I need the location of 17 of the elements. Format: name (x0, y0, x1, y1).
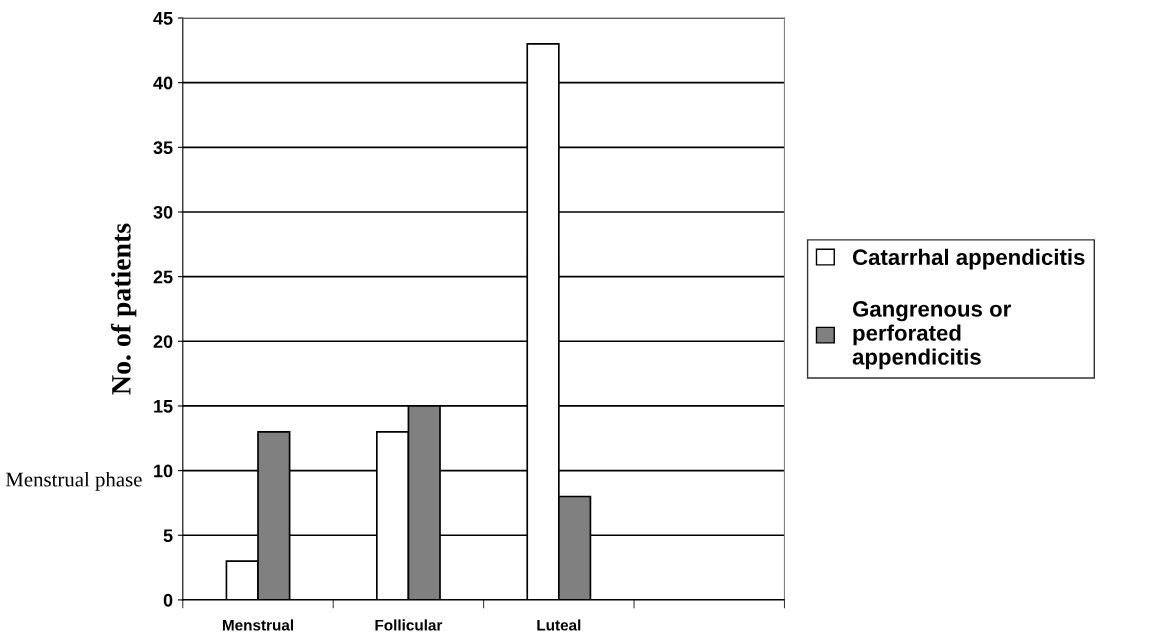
legend-label: Catarrhal appendicitis (852, 248, 1085, 270)
x-tick-label: Menstrual (222, 619, 294, 631)
x-tick-label: Follicular (375, 619, 443, 631)
y-axis-title: No. of patients (110, 223, 137, 395)
y-tick-label: 40 (153, 76, 173, 90)
legend-label: Gangrenous or perforated appendicitis (852, 301, 1011, 370)
y-tick-label: 25 (153, 270, 173, 284)
y-tick-label: 10 (154, 464, 173, 478)
y-tick-label: 15 (154, 400, 173, 413)
x-tick-label: Luteal (537, 619, 581, 631)
y-tick-label: 45 (153, 12, 173, 25)
y-tick-label: 5 (163, 529, 173, 542)
y-tick-label: 30 (153, 205, 173, 219)
y-tick-label: 20 (153, 335, 173, 349)
x-axis-title: Menstrual phase (5, 471, 142, 491)
y-tick-label: 0 (163, 593, 173, 607)
y-tick-label: 35 (153, 141, 173, 155)
